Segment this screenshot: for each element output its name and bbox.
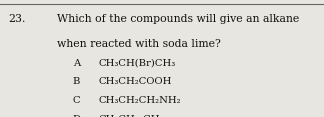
Text: CH₃CH₂CH₂NH₂: CH₃CH₂CH₂NH₂ — [99, 96, 181, 105]
Text: Which of the compounds will give an alkane: Which of the compounds will give an alka… — [57, 14, 299, 24]
Text: C: C — [73, 96, 81, 105]
Text: when reacted with soda lime?: when reacted with soda lime? — [57, 39, 220, 49]
Text: CH₃CH₂COOH: CH₃CH₂COOH — [99, 77, 172, 86]
Text: 23.: 23. — [8, 14, 26, 24]
Text: CH₃CH(Br)CH₃: CH₃CH(Br)CH₃ — [99, 58, 176, 68]
Text: CH₃CH=CH₂: CH₃CH=CH₂ — [99, 115, 164, 117]
Text: A: A — [73, 58, 80, 68]
Text: B: B — [73, 77, 80, 86]
Text: D: D — [73, 115, 81, 117]
